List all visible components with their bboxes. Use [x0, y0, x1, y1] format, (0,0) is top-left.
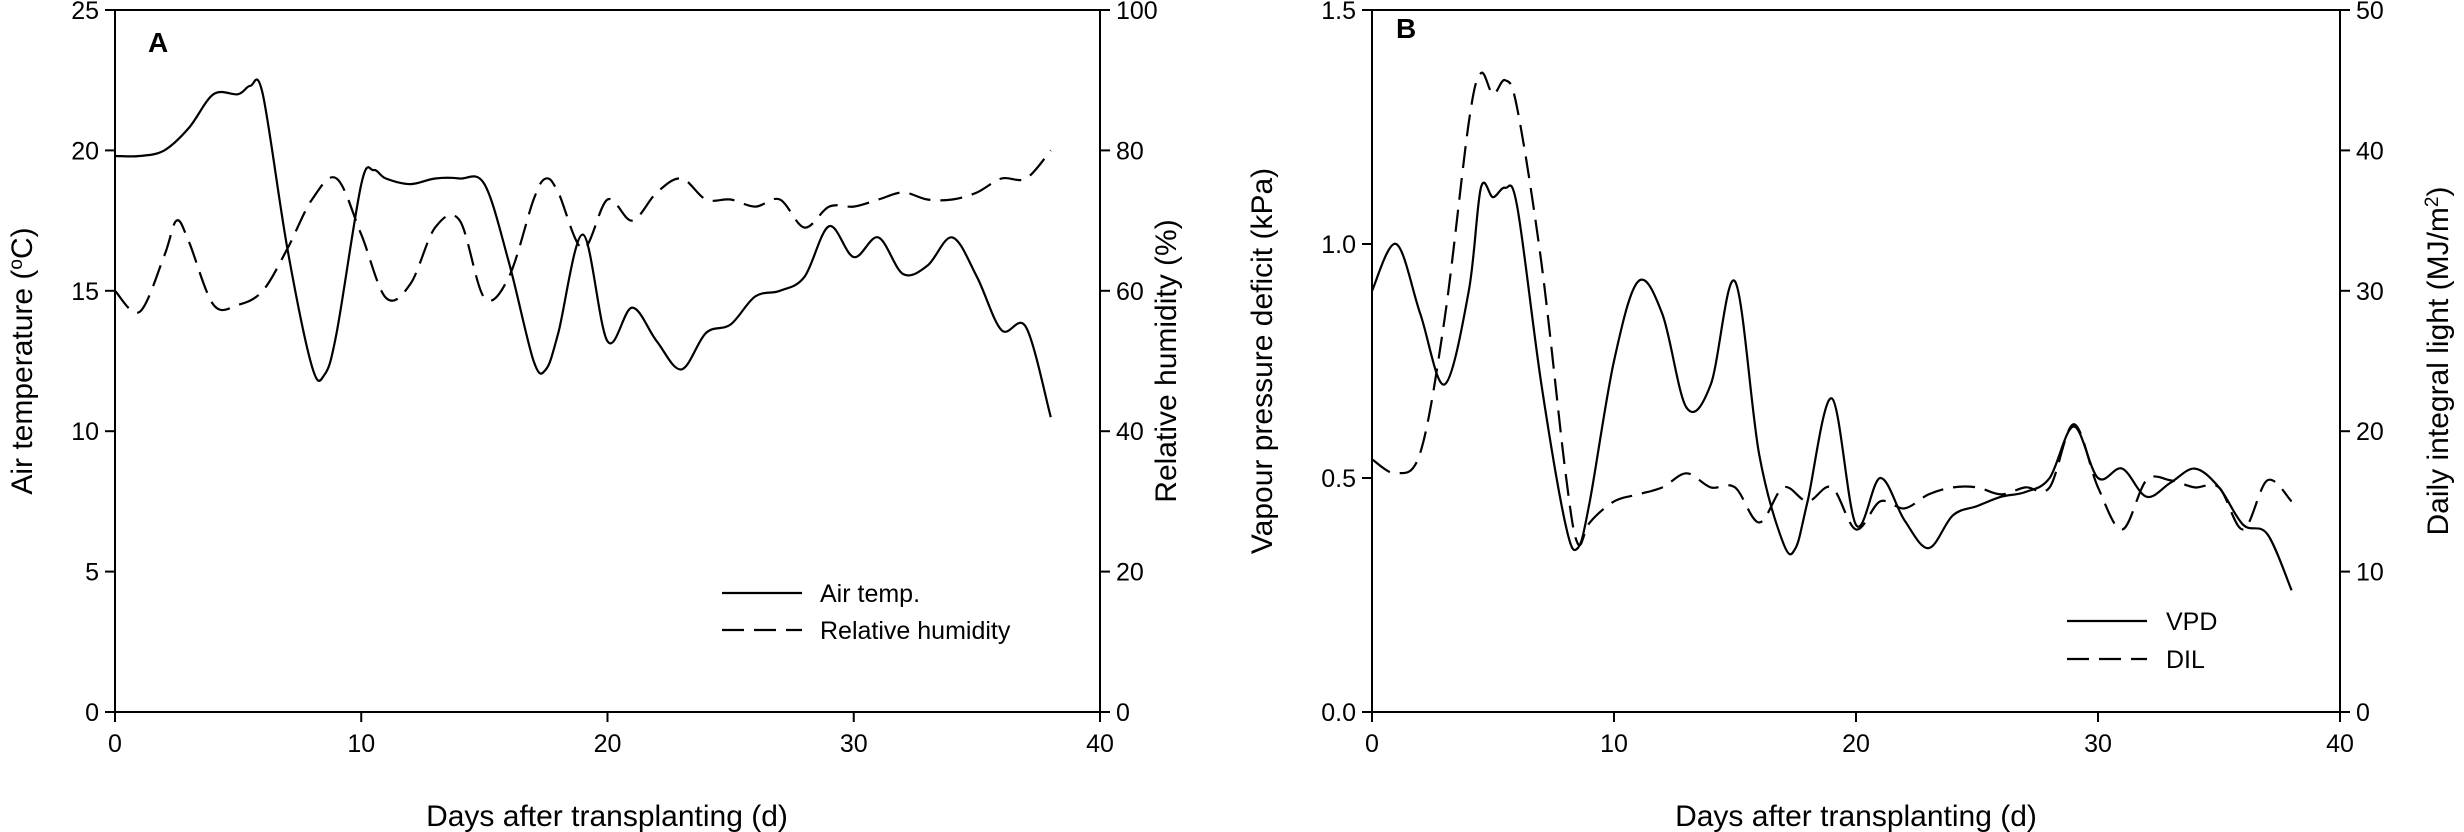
- panel-b-x-ticks: 0 10 20 30 40: [1365, 712, 2354, 758]
- panel-b-left-y-axis-label: Vapour pressure deficit (kPa): [1246, 168, 1279, 554]
- panel-a-x-tick-label: 30: [840, 730, 868, 758]
- panel-a-x-tick-label: 10: [347, 730, 375, 758]
- panel-a-right-y-tick-label: 80: [1116, 137, 1144, 165]
- panel-a-left-y-label-pre: Air temperature (: [6, 270, 39, 495]
- panel-a-right-y-tick-label: 60: [1116, 278, 1144, 306]
- panel-b-left-y-ticks: 0.0 0.5 1.0 1.5: [1321, 0, 1372, 727]
- panel-a-x-tick-label: 20: [594, 730, 622, 758]
- panel-b-legend: VPD DIL: [2067, 608, 2217, 674]
- panel-b-series: [1370, 71, 2293, 591]
- panel-a-legend: Air temp. Relative humidity: [722, 580, 1011, 645]
- panel-a-left-y-tick-label: 10: [71, 418, 99, 446]
- panel-a-right-y-tick-label: 40: [1116, 418, 1144, 446]
- panel-b-plot-frame: [1371, 9, 2341, 713]
- panel-b: 0 10 20 30 40 0.0 0.5 1.0 1.5 0 10 20 30 40 50 B Day…: [1246, 0, 2455, 832]
- panel-a: 0 10 20 30 40 0 5 10 15 20 25 0 20 40 60 80 100 A Days…: [6, 0, 1184, 832]
- legend-label-relative-humidity: Relative humidity: [820, 617, 1011, 645]
- panel-b-series-dil: [1371, 71, 2293, 547]
- panel-a-left-y-axis-label: Air temperature (oC): [6, 227, 40, 494]
- panel-b-left-y-tick-label: 1.5: [1321, 0, 1356, 25]
- legend-label-dil: DIL: [2166, 646, 2205, 674]
- legend-label-air-temp: Air temp.: [820, 580, 920, 608]
- panel-b-right-y-tick-label: 40: [2356, 137, 2384, 165]
- panel-a-right-y-tick-label: 100: [1116, 0, 1158, 25]
- panel-b-right-y-tick-label: 20: [2356, 418, 2384, 446]
- panel-a-left-y-tick-label: 5: [85, 559, 99, 587]
- panel-a-right-y-tick-label: 20: [1116, 559, 1144, 587]
- panel-a-left-y-tick-label: 15: [71, 278, 99, 306]
- panel-b-right-y-tick-label: 10: [2356, 559, 2384, 587]
- panel-b-right-y-tick-label: 30: [2356, 278, 2384, 306]
- panel-b-right-y-tick-label: 0: [2356, 699, 2370, 727]
- panel-b-right-y-label-pre: Daily integral light (MJ/m: [2422, 207, 2455, 535]
- panel-a-series-air-temp: [114, 78, 1052, 418]
- panel-a-right-y-tick-label: 0: [1116, 699, 1130, 727]
- panel-a-left-y-tick-label: 25: [71, 0, 99, 25]
- panel-b-x-tick-label: 20: [1842, 730, 1870, 758]
- panel-b-x-tick-label: 40: [2326, 730, 2354, 758]
- panel-b-x-tick-label: 30: [2084, 730, 2112, 758]
- panel-b-x-axis-label: Days after transplanting (d): [1675, 800, 2037, 832]
- panel-a-x-ticks: 0 10 20 30 40: [108, 712, 1114, 758]
- panel-b-right-y-tick-label: 50: [2356, 0, 2384, 25]
- panel-a-left-y-ticks: 0 5 10 15 20 25: [71, 0, 115, 727]
- panel-b-x-tick-label: 0: [1365, 730, 1379, 758]
- panel-a-series-relative-humidity: [114, 149, 1052, 314]
- panel-b-right-y-label-post: ): [2422, 187, 2455, 197]
- panel-a-right-y-ticks: 0 20 40 60 80 100: [1100, 0, 1158, 727]
- panel-b-left-y-tick-label: 1.0: [1321, 231, 1356, 259]
- panel-a-x-axis-label: Days after transplanting (d): [426, 800, 788, 832]
- panel-b-left-y-tick-label: 0.5: [1321, 465, 1356, 493]
- panel-a-left-y-label-post: C): [6, 227, 39, 259]
- panel-b-label: B: [1396, 13, 1416, 44]
- panel-a-label: A: [148, 27, 168, 58]
- panel-b-left-y-tick-label: 0.0: [1321, 699, 1356, 727]
- panel-a-left-y-label-sup: o: [6, 259, 27, 270]
- panel-a-right-y-axis-label: Relative humidity (%): [1150, 219, 1183, 502]
- panel-a-plot-frame: [114, 9, 1101, 713]
- legend-label-vpd: VPD: [2166, 608, 2217, 636]
- panel-a-x-tick-label: 40: [1086, 730, 1114, 758]
- panel-a-left-y-tick-label: 20: [71, 137, 99, 165]
- panel-b-series-vpd: [1370, 181, 2293, 591]
- panel-b-x-tick-label: 10: [1600, 730, 1628, 758]
- panel-a-series: [114, 78, 1052, 418]
- panel-b-right-y-label-sup: 2: [2422, 197, 2443, 208]
- panel-a-left-y-tick-label: 0: [85, 699, 99, 727]
- panel-a-x-tick-label: 0: [108, 730, 122, 758]
- panel-b-right-y-axis-label: Daily integral light (MJ/m2): [2422, 187, 2456, 536]
- panel-b-right-y-ticks: 0 10 20 30 40 50: [2340, 0, 2384, 727]
